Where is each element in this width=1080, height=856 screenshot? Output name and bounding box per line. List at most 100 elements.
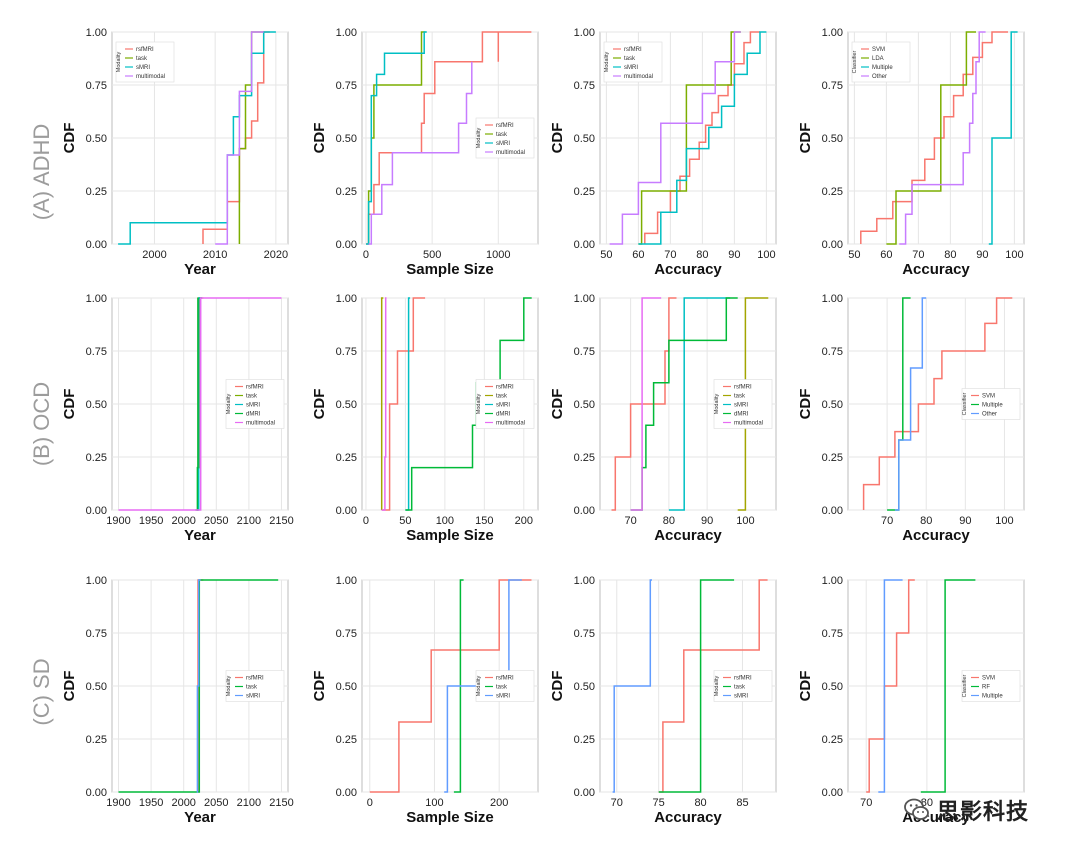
series-line-multiple [988,31,1018,245]
x-axis-label: Year [184,261,216,278]
series-line-rsfmri [369,579,532,793]
x-tick-label: 0 [367,797,373,809]
legend-entry: Other [872,74,887,80]
legend-title: Modality [226,676,232,697]
x-tick-label: 2150 [269,797,293,809]
x-axis-label: Accuracy [654,261,722,278]
x-tick-label: 75 [653,797,665,809]
y-tick-label: 0.50 [822,399,843,411]
y-tick-label: 1.00 [336,293,357,305]
legend-entry: SVM [982,394,995,400]
y-tick-label: 0.00 [86,787,107,799]
x-tick-label: 90 [728,249,740,261]
legend-entry: task [496,394,508,400]
cdf-panel-0-3: 0.00 0.25 0.50 0.75 1.00 50 60 70 80 90 100 Accurac… [797,27,1025,278]
series-line-multimodal [215,31,264,245]
series-line-rsfmri [644,31,760,244]
legend-entry: task [496,685,508,691]
x-tick-label: 100 [736,515,754,527]
x-tick-label: 90 [976,249,988,261]
y-tick-label: 0.25 [574,452,595,464]
x-tick-label: 90 [959,515,971,527]
x-tick-label: 0 [363,249,369,261]
legend-entry: SVM [872,47,885,53]
legend-entry: dMRI [734,412,749,418]
y-tick-label: 0.25 [822,452,843,464]
x-axis-label: Accuracy [654,527,722,544]
legend: Classifier SVM LDA Multiple Other [851,41,911,83]
legend-title: Modality [116,52,122,73]
cdf-panel-1-1: 0.00 0.25 0.50 0.75 1.00 0 50 100 150 200 Sample S… [311,293,539,544]
series-line-rsfmri [611,297,677,511]
x-tick-label: 85 [736,797,748,809]
y-tick-label: 0.50 [574,133,595,145]
legend-entry: sMRI [136,65,150,71]
y-tick-label: 0.75 [574,80,595,92]
x-axis-label: Sample Size [406,809,494,826]
series-line-svm [862,297,1013,510]
legend-title: Classifier [852,51,858,74]
x-tick-label: 2010 [203,249,227,261]
y-tick-label: 0.75 [336,628,357,640]
x-tick-label: 90 [701,515,713,527]
legend: Modality rsfMRI task sMRI multimodal [475,117,535,159]
legend-title: Modality [226,394,232,415]
legend: Modality rsfMRI task sMRI multimodal [603,41,663,83]
y-tick-label: 0.75 [574,346,595,358]
legend-entry: multimodal [496,150,525,156]
y-axis-label: CDF [61,123,78,154]
y-tick-label: 0.50 [86,399,107,411]
x-axis-label: Sample Size [406,527,494,544]
y-tick-label: 1.00 [822,575,843,587]
series-line-other [899,31,986,245]
series-line-smri [638,31,767,245]
y-tick-label: 0.50 [822,681,843,693]
y-tick-label: 1.00 [574,293,595,305]
legend-entry: rsfMRI [496,123,514,129]
series-line-task [380,297,384,510]
y-tick-label: 1.00 [86,27,107,39]
series-line-task [658,579,735,793]
x-tick-label: 70 [664,249,676,261]
y-tick-label: 0.75 [86,628,107,640]
legend: Modality rsfMRI task sMRI dMRI multimodal [713,379,773,429]
x-tick-label: 200 [490,797,508,809]
y-tick-label: 0.25 [336,734,357,746]
legend-entry: sMRI [496,403,510,409]
x-tick-label: 2050 [204,797,228,809]
legend-entry: rsfMRI [496,385,514,391]
legend-entry: task [734,394,746,400]
legend-entry: multimodal [734,421,763,427]
y-tick-label: 0.75 [822,80,843,92]
y-tick-label: 1.00 [86,575,107,587]
legend-entry: multimodal [624,74,653,80]
legend: Modality rsfMRI task sMRI multimodal [115,41,175,83]
wechat-icon [904,798,929,820]
y-axis-label: CDF [797,671,814,702]
legend-entry: rsfMRI [734,385,752,391]
y-axis-label: CDF [61,671,78,702]
legend-entry: rsfMRI [246,676,264,682]
x-tick-label: 50 [399,515,411,527]
y-tick-label: 0.00 [336,505,357,517]
y-tick-label: 0.00 [574,505,595,517]
legend-title: Modality [604,52,610,73]
legend-entry: rsfMRI [624,47,642,53]
legend-entry: sMRI [246,403,260,409]
legend-entry: task [136,56,148,62]
x-tick-label: 2000 [171,797,195,809]
y-tick-label: 0.00 [574,787,595,799]
x-axis-label: Accuracy [902,527,970,544]
x-tick-label: 80 [694,797,706,809]
series-line-multiple [878,579,903,793]
series-line-rsfmri [658,579,768,793]
y-tick-label: 0.25 [574,734,595,746]
x-axis-label: Year [184,809,216,826]
legend-entry: RF [982,685,990,691]
legend-entry: task [246,394,258,400]
x-axis-label: Year [184,527,216,544]
x-tick-label: 100 [757,249,775,261]
legend-entry: sMRI [496,141,510,147]
